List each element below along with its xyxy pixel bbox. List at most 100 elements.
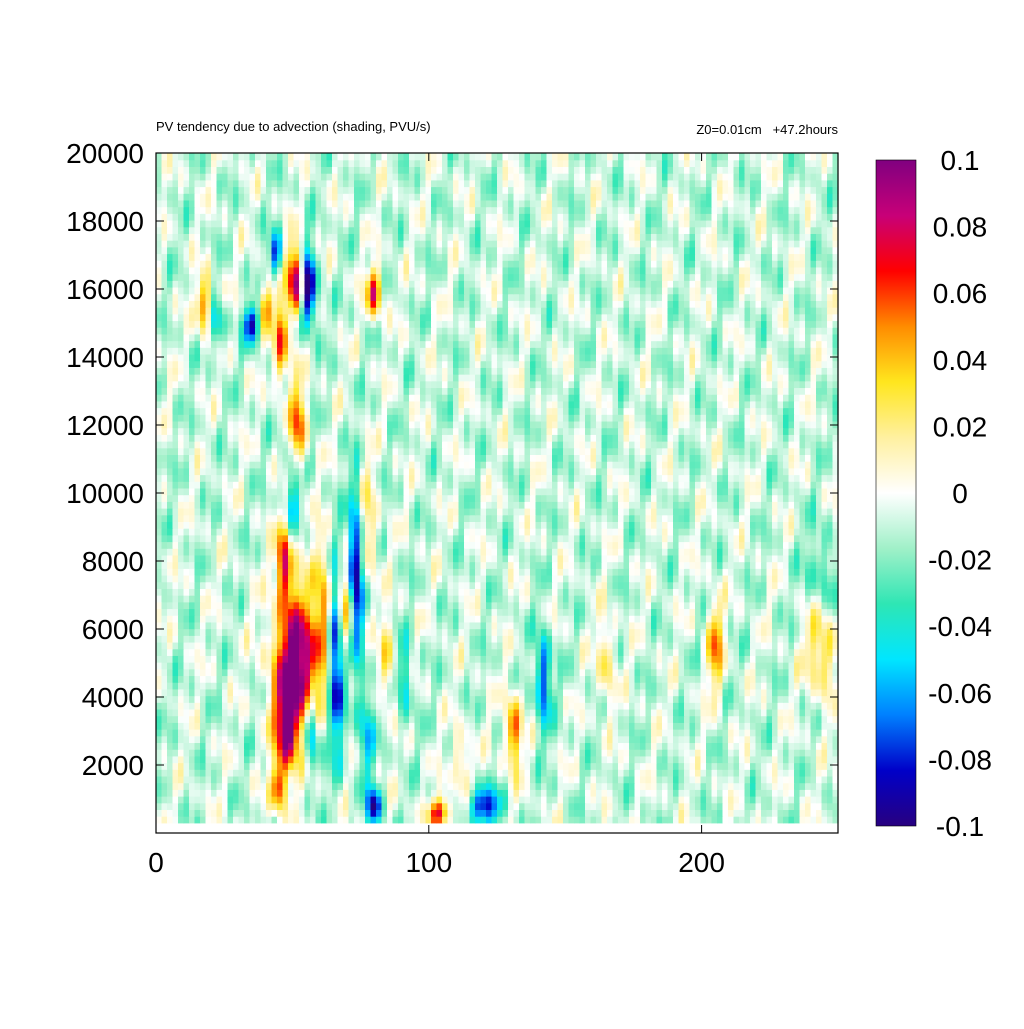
heatmap-cell xyxy=(766,648,773,656)
heatmap-cell xyxy=(788,628,795,636)
heatmap-cell xyxy=(810,809,817,817)
heatmap-cell xyxy=(739,688,746,697)
heatmap-cell xyxy=(568,662,575,670)
heatmap-cell xyxy=(211,628,218,636)
heatmap-cell xyxy=(667,628,674,636)
heatmap-cell xyxy=(458,809,465,817)
heatmap-cell xyxy=(211,796,218,804)
heatmap-cell xyxy=(304,735,311,744)
heatmap-cell xyxy=(216,782,223,790)
heatmap-cell xyxy=(420,668,427,677)
heatmap-cell xyxy=(810,816,817,824)
heatmap-cell xyxy=(238,621,245,630)
heatmap-cell xyxy=(326,816,333,824)
heatmap-cell xyxy=(502,574,509,583)
heatmap-cell xyxy=(288,621,295,630)
heatmap-cell xyxy=(530,796,537,804)
heatmap-cell xyxy=(513,796,520,804)
heatmap-cell xyxy=(260,595,267,603)
heatmap-cell xyxy=(260,668,267,677)
heatmap-cell xyxy=(227,615,234,623)
heatmap-cell xyxy=(293,729,300,737)
heatmap-cell xyxy=(337,641,344,650)
heatmap-cell xyxy=(293,735,300,744)
heatmap-cell xyxy=(832,641,839,650)
heatmap-cell xyxy=(431,782,438,790)
heatmap-cell xyxy=(590,715,597,723)
heatmap-cell xyxy=(706,668,713,677)
heatmap-cell xyxy=(447,568,454,576)
heatmap-cell xyxy=(178,688,185,697)
heatmap-cell xyxy=(299,782,306,790)
heatmap-cell xyxy=(689,655,696,663)
heatmap-cell xyxy=(799,601,806,610)
heatmap-cell xyxy=(453,648,460,656)
heatmap-cell xyxy=(392,662,399,670)
heatmap-cell xyxy=(794,574,801,583)
heatmap-cell xyxy=(392,715,399,723)
heatmap-cell xyxy=(805,789,812,797)
heatmap-cell xyxy=(194,688,201,697)
heatmap-cell xyxy=(464,702,471,710)
heatmap-cell xyxy=(700,762,707,770)
heatmap-cell xyxy=(183,682,190,690)
heatmap-cell xyxy=(645,574,652,583)
heatmap-cell xyxy=(821,588,828,596)
heatmap-cell xyxy=(612,749,619,757)
heatmap-cell xyxy=(832,662,839,670)
heatmap-cell xyxy=(673,809,680,817)
heatmap-cell xyxy=(607,635,614,643)
heatmap-cell xyxy=(651,668,658,677)
heatmap-cell xyxy=(673,722,680,730)
heatmap-cell xyxy=(458,708,465,717)
heatmap-cell xyxy=(315,809,322,817)
heatmap-cell xyxy=(557,782,564,790)
heatmap-cell xyxy=(370,628,377,636)
heatmap-cell xyxy=(304,615,311,623)
heatmap-cell xyxy=(596,574,603,583)
heatmap-cell xyxy=(425,762,432,770)
heatmap-cell xyxy=(376,708,383,717)
heatmap-cell xyxy=(596,809,603,817)
heatmap-cell xyxy=(744,695,751,703)
heatmap-cell xyxy=(794,708,801,717)
heatmap-cell xyxy=(172,581,179,589)
heatmap-cell xyxy=(662,722,669,730)
heatmap-cell xyxy=(810,735,817,744)
heatmap-cell xyxy=(216,655,223,663)
heatmap-cell xyxy=(216,574,223,583)
heatmap-cell xyxy=(387,615,394,623)
heatmap-cell xyxy=(629,749,636,757)
heatmap-cell xyxy=(211,675,218,683)
heatmap-cell xyxy=(161,762,168,770)
heatmap-cell xyxy=(513,635,520,643)
heatmap-cell xyxy=(733,749,740,757)
heatmap-cell xyxy=(200,548,207,556)
heatmap-cell xyxy=(304,775,311,784)
heatmap-cell xyxy=(409,816,416,824)
heatmap-cell xyxy=(260,568,267,576)
heatmap-cell xyxy=(376,554,383,563)
heatmap-cell xyxy=(662,682,669,690)
heatmap-cell xyxy=(805,635,812,643)
heatmap-cell xyxy=(805,782,812,790)
heatmap-cell xyxy=(832,749,839,757)
heatmap-cell xyxy=(475,775,482,784)
heatmap-cell xyxy=(601,695,608,703)
heatmap-cell xyxy=(656,628,663,636)
heatmap-cell xyxy=(502,635,509,643)
heatmap-cell xyxy=(623,662,630,670)
heatmap-cell xyxy=(249,802,256,811)
heatmap-cell xyxy=(480,655,487,663)
heatmap-cell xyxy=(321,601,328,610)
heatmap-cell xyxy=(244,729,251,737)
heatmap-cell xyxy=(508,749,515,757)
heatmap-cell xyxy=(194,735,201,744)
heatmap-cell xyxy=(794,702,801,710)
heatmap-cell xyxy=(706,621,713,630)
heatmap-cell xyxy=(563,688,570,697)
heatmap-cell xyxy=(766,775,773,784)
heatmap-cell xyxy=(816,702,823,710)
heatmap-cell xyxy=(640,782,647,790)
heatmap-cell xyxy=(227,708,234,717)
